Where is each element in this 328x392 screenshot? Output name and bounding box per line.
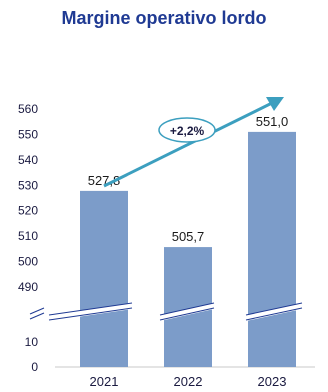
axis-break-mark — [48, 302, 133, 321]
trend-annotation-label: +2,2% — [170, 124, 205, 138]
axis-break-line — [29, 312, 45, 320]
y-tick-label: 530 — [18, 178, 38, 192]
y-axis-break-mark — [29, 307, 45, 320]
y-tick-label: 560 — [18, 102, 38, 116]
x-axis-labels: 2021 2022 2023 — [90, 374, 287, 389]
axis-break-gap — [48, 303, 133, 321]
y-tick-label: 500 — [18, 255, 38, 269]
trend-annotation-bubble — [158, 117, 216, 143]
axis-break-mark — [159, 302, 215, 321]
y-tick-label: 0 — [31, 360, 38, 374]
y-tick-label: 10 — [25, 335, 39, 349]
y-tick-label: 520 — [18, 204, 38, 218]
axis-break-gap — [245, 303, 303, 321]
bar — [80, 190, 128, 367]
axis-break-line — [159, 302, 215, 316]
axis-break-line — [48, 302, 133, 316]
trend-arrow-line — [103, 101, 273, 188]
x-tick-label: 2021 — [90, 374, 119, 389]
bar-value-label: 527,8 — [88, 173, 121, 188]
y-tick-label: 490 — [18, 280, 38, 294]
y-tick-label: 510 — [18, 229, 38, 243]
trend-arrow-head — [266, 97, 284, 111]
bars — [80, 131, 296, 367]
axis-break-gap — [159, 303, 215, 321]
x-tick-label: 2023 — [258, 374, 287, 389]
y-tick-label: 550 — [18, 127, 38, 141]
axis-break-line — [159, 307, 215, 321]
axis-break-line — [48, 307, 133, 321]
bar — [248, 131, 296, 367]
axis-break-line — [29, 307, 45, 315]
axis-break-mark — [245, 302, 303, 321]
axis-breaks — [29, 302, 303, 321]
x-tick-label: 2022 — [174, 374, 203, 389]
y-tick-label: 540 — [18, 153, 38, 167]
chart-title: Margine operativo lordo — [61, 8, 267, 28]
y-axis-labels: 490 500 510 520 530 540 550 560 0 10 — [18, 102, 38, 374]
trend-annotation: +2,2% — [103, 97, 284, 188]
bar-value-label: 505,7 — [172, 229, 205, 244]
value-labels: 527,8 505,7 551,0 — [88, 114, 289, 244]
bar-value-label: 551,0 — [256, 114, 289, 129]
axis-break-line — [245, 302, 303, 316]
axis-break-line — [245, 307, 303, 321]
